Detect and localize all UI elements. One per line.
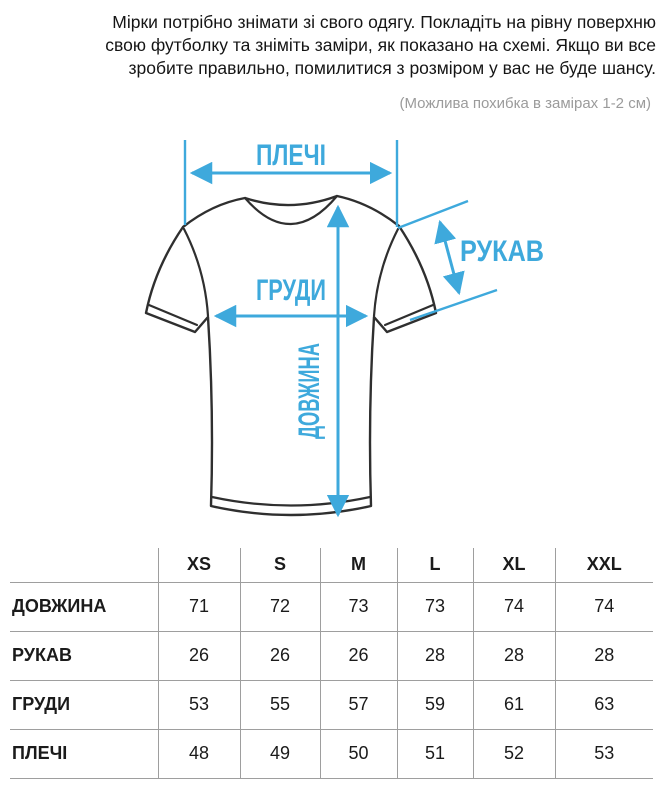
- cell-value: 51: [396, 729, 473, 779]
- right-armhole-seam: [372, 227, 400, 318]
- cell-value: 53: [157, 680, 240, 730]
- cell-value: 74: [472, 582, 555, 632]
- sleeve-extent-line-upper: [397, 199, 469, 230]
- cell-value: 73: [319, 582, 397, 632]
- cell-value: 52: [472, 729, 555, 779]
- left-armhole-seam: [182, 227, 210, 318]
- measurement-annotations: ПЛЕЧІ ГРУДИ ДОВЖИНА РУКАВ: [183, 139, 544, 518]
- cell-value: 71: [157, 582, 240, 632]
- intro-text: Мірки потрібно знімати зі свого одягу. П…: [40, 11, 656, 80]
- sleeve-measure-arrow: [434, 219, 465, 296]
- cell-value: 26: [157, 631, 240, 681]
- cell-value: 28: [554, 631, 653, 681]
- length-label: ДОВЖИНА: [293, 343, 326, 439]
- cell-value: 74: [554, 582, 653, 632]
- cell-value: 49: [239, 729, 320, 779]
- cell-value: 63: [554, 680, 653, 730]
- size-table: XS S M L XL XXL ДОВЖИНА 71 72 73 73 74 7…: [10, 548, 653, 779]
- chest-label: ГРУДИ: [256, 274, 326, 307]
- intro-line: свою футболку та зніміть заміри, як пока…: [105, 35, 656, 55]
- size-table-header-row: XS S M L XL XXL: [10, 548, 653, 583]
- cell-value: 73: [396, 582, 473, 632]
- col-header-s: S: [239, 548, 320, 583]
- cell-value: 61: [472, 680, 555, 730]
- cell-value: 26: [239, 631, 320, 681]
- cell-value: 55: [239, 680, 320, 730]
- col-header-xl: XL: [472, 548, 555, 583]
- row-label-length: ДОВЖИНА: [10, 582, 158, 632]
- intro-line: зробите правильно, помилитися з розміром…: [128, 58, 656, 78]
- right-cuff-seam: [383, 303, 435, 327]
- cell-value: 59: [396, 680, 473, 730]
- row-label-sleeve: РУКАВ: [10, 631, 158, 681]
- cell-value: 48: [157, 729, 240, 779]
- size-table-corner-cell: [10, 548, 158, 583]
- sleeve-extent-line-lower: [409, 288, 498, 322]
- left-cuff-seam: [147, 303, 199, 327]
- cell-value: 50: [319, 729, 397, 779]
- intro-line: Мірки потрібно знімати зі свого одягу. П…: [112, 12, 656, 32]
- tshirt-body-outline: [144, 194, 438, 517]
- shoulder-label: ПЛЕЧІ: [256, 139, 326, 172]
- cell-value: 28: [472, 631, 555, 681]
- cell-value: 72: [239, 582, 320, 632]
- table-row-shoulders: ПЛЕЧІ 48 49 50 51 52 53: [10, 729, 653, 779]
- col-header-xs: XS: [157, 548, 240, 583]
- tolerance-note: (Можлива похибка в замірах 1-2 см): [399, 95, 651, 112]
- table-row-sleeve: РУКАВ 26 26 26 28 28 28: [10, 631, 653, 681]
- col-header-m: M: [319, 548, 397, 583]
- row-label-shoulders: ПЛЕЧІ: [10, 729, 158, 779]
- hem-seam: [210, 495, 372, 507]
- sleeve-label: РУКАВ: [460, 235, 544, 268]
- cell-value: 53: [554, 729, 653, 779]
- col-header-l: L: [396, 548, 473, 583]
- row-label-chest: ГРУДИ: [10, 680, 158, 730]
- tshirt-drawing: [144, 194, 438, 517]
- tshirt-measurement-diagram: ПЛЕЧІ ГРУДИ ДОВЖИНА РУКАВ: [144, 139, 544, 518]
- table-row-length: ДОВЖИНА 71 72 73 73 74 74: [10, 582, 653, 632]
- table-row-chest: ГРУДИ 53 55 57 59 61 63: [10, 680, 653, 730]
- cell-value: 28: [396, 631, 473, 681]
- col-header-xxl: XXL: [554, 548, 653, 583]
- cell-value: 26: [319, 631, 397, 681]
- cell-value: 57: [319, 680, 397, 730]
